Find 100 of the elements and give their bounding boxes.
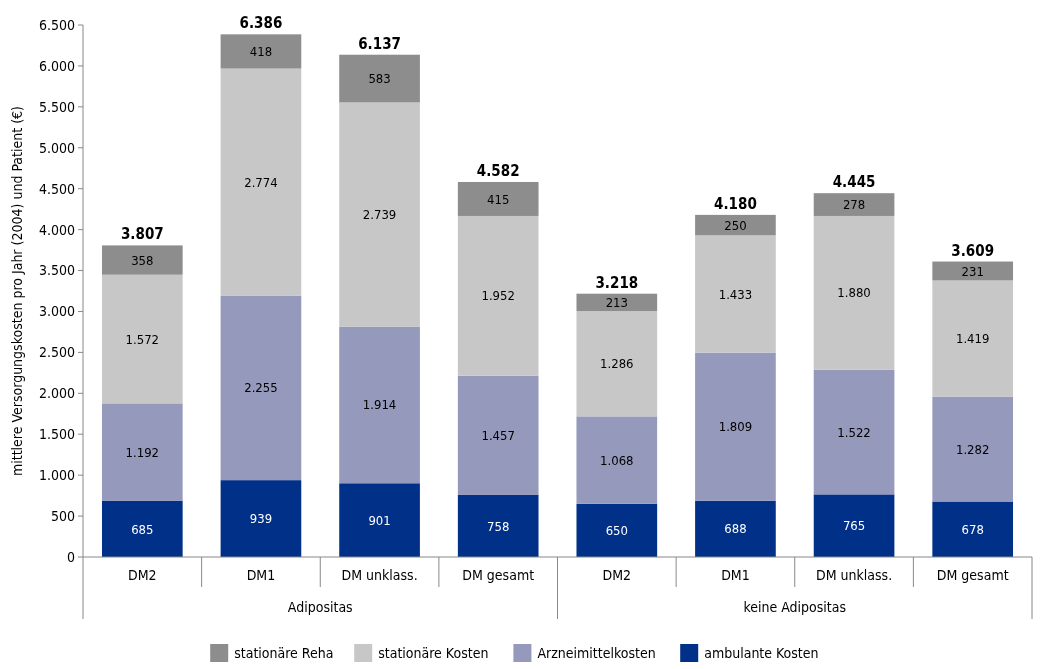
data-label: 1.914: [362, 397, 397, 413]
bar: [813, 215, 895, 370]
y-tick-label: 5.000: [38, 139, 75, 156]
data-label: 1.286: [600, 356, 634, 372]
data-label: 1.419: [955, 331, 990, 347]
text: Adipositas: [287, 599, 353, 615]
data-label: 358: [131, 252, 154, 268]
data-label: 1.522: [837, 424, 871, 440]
bar: [576, 293, 658, 312]
y-tick-label: 2.500: [38, 344, 75, 361]
legend-label: Arzneimittelkosten: [537, 645, 656, 661]
data-label: 765: [842, 518, 866, 534]
bar: [576, 416, 658, 504]
data-label: 231: [961, 263, 984, 279]
y-tick-label: 0: [66, 548, 75, 565]
data-label: 1.952: [481, 288, 515, 304]
y-tick-label: 2.000: [38, 385, 75, 402]
data-label: 901: [368, 512, 391, 528]
data-label: 415: [487, 191, 510, 207]
data-label: 278: [842, 197, 866, 213]
x-tick-label: DM gesamt: [936, 567, 1009, 583]
bar: [339, 54, 420, 103]
data-label: 1.809: [718, 419, 753, 435]
data-label: 1.572: [125, 331, 160, 347]
data-label: 2.739: [362, 207, 397, 223]
bar: [101, 500, 183, 557]
data-label: 1.433: [718, 286, 753, 302]
data-label: 1.457: [481, 427, 515, 443]
bar: [932, 396, 1014, 502]
x-tick-label: DM unklass.: [341, 567, 418, 583]
y-tick-label: 4.500: [38, 180, 75, 197]
data-label: 1.068: [600, 452, 634, 468]
bar: [339, 483, 420, 557]
data-label: 2.774: [244, 174, 278, 190]
bar: [457, 375, 539, 495]
total-label: 3.807: [120, 225, 164, 244]
bar: [813, 369, 895, 495]
total-label: 3.218: [595, 273, 639, 292]
y-tick-label: 3.000: [38, 303, 75, 320]
y-tick-label: 5.500: [38, 98, 75, 115]
total-label: 4.582: [476, 161, 520, 180]
bar: [339, 326, 420, 484]
x-tick-label: DM gesamt: [462, 567, 535, 583]
bar: [220, 68, 302, 296]
data-label: 685: [131, 521, 154, 537]
bar: [457, 181, 539, 216]
data-label: 939: [249, 511, 273, 527]
text: keine Adipositas: [743, 599, 847, 615]
bar: [339, 102, 420, 327]
x-tick-label: DM2: [602, 567, 632, 583]
bar: [457, 494, 539, 557]
data-label: 1.192: [125, 444, 160, 460]
data-label: 213: [605, 294, 628, 310]
y-tick-label: 500: [50, 507, 75, 524]
bar: [220, 34, 302, 69]
bar: [813, 494, 895, 557]
data-label: 418: [249, 43, 273, 59]
bar: [932, 280, 1014, 397]
total-label: 3.609: [951, 241, 995, 260]
bar: [101, 274, 183, 404]
legend-label: stationäre Kosten: [378, 645, 489, 661]
bar: [695, 214, 776, 236]
bar: [813, 193, 895, 216]
data-label: 583: [368, 71, 391, 87]
legend-label: ambulante Kosten: [704, 645, 819, 661]
y-tick-label: 6.500: [38, 16, 75, 33]
bar: [101, 403, 183, 501]
bar: [220, 480, 302, 557]
data-label: 1.880: [837, 285, 871, 301]
x-tick-label: DM2: [128, 567, 157, 583]
y-tick-label: 1.000: [38, 467, 75, 484]
data-label: 688: [724, 521, 747, 537]
x-tick-label: DM1: [246, 567, 276, 583]
data-label: 1.282: [955, 441, 990, 457]
total-label: 6.386: [239, 14, 283, 33]
total-label: 6.137: [358, 34, 401, 53]
y-tick-label: 1.500: [38, 426, 75, 443]
bar: [457, 215, 539, 376]
bar: [695, 500, 776, 557]
bar: [576, 503, 658, 557]
data-label: 758: [487, 518, 510, 534]
y-tick-label: 6.000: [38, 57, 75, 74]
bar: [932, 501, 1014, 557]
data-label: 650: [605, 522, 628, 538]
x-tick-label: DM unklass.: [815, 567, 893, 583]
bar: [220, 295, 302, 481]
data-label: 250: [724, 217, 747, 233]
legend-label: stationäre Reha: [234, 645, 334, 661]
x-tick-label: DM1: [721, 567, 750, 583]
bar: [695, 352, 776, 501]
data-label: 678: [961, 521, 984, 537]
data-label: 2.255: [244, 380, 278, 396]
total-label: 4.445: [832, 173, 876, 192]
bar: [101, 245, 183, 275]
bar: [576, 311, 658, 417]
y-tick-label: 4.000: [38, 221, 75, 238]
bar: [695, 235, 776, 353]
y-axis-title: mittlere Versorgungskosten pro Jahr (2004) und Patient (€): [9, 105, 25, 477]
y-tick-label: 3.500: [38, 262, 75, 279]
total-label: 4.180: [714, 194, 757, 213]
